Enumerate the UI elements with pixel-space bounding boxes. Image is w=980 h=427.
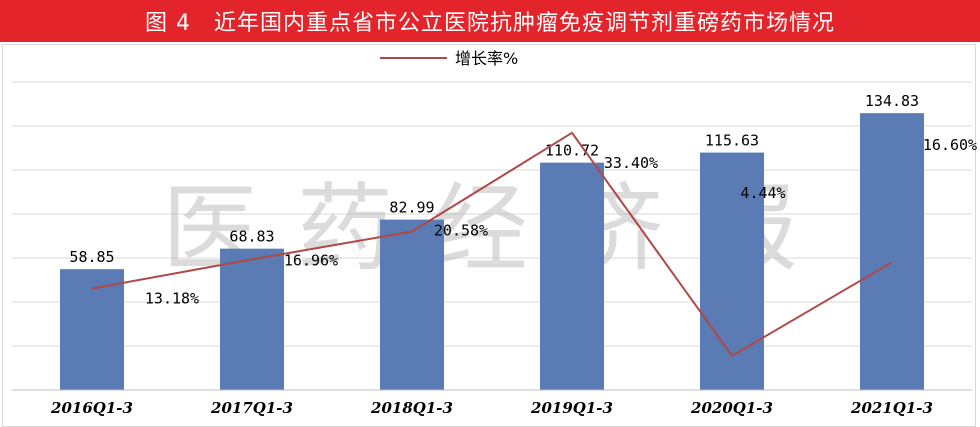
chart-title: 图 4 近年国内重点省市公立医院抗肿瘤免疫调节剂重磅药市场情况 <box>145 11 835 36</box>
bar-2018Q1-3 <box>380 219 444 390</box>
bar-value-label: 110.72 <box>545 142 599 160</box>
x-tick-label: 2021Q1-3 <box>850 399 933 417</box>
growth-value-label: 20.58% <box>434 222 488 240</box>
watermark-char: 药 <box>297 173 393 285</box>
growth-value-label: 16.60% <box>923 136 977 154</box>
growth-value-label: 33.40% <box>604 154 658 172</box>
growth-point-2017Q1-3 <box>251 258 253 260</box>
growth-point-2020Q1-3 <box>731 355 733 357</box>
bar-2019Q1-3 <box>540 162 604 390</box>
growth-value-label: 4.44% <box>740 184 785 202</box>
bar-value-label: 82.99 <box>389 199 434 217</box>
chart-panel <box>2 44 976 427</box>
bar-2021Q1-3 <box>860 113 924 391</box>
growth-value-label: 13.18% <box>145 290 199 308</box>
growth-point-2019Q1-3 <box>571 132 573 134</box>
bar-value-label: 58.85 <box>69 248 114 266</box>
growth-point-2021Q1-3 <box>891 261 893 263</box>
x-tick-label: 2020Q1-3 <box>690 399 773 417</box>
x-tick-label: 2019Q1-3 <box>530 399 613 417</box>
growth-point-2018Q1-3 <box>411 231 413 233</box>
growth-value-label: 16.96% <box>284 251 338 269</box>
x-tick-label: 2018Q1-3 <box>370 399 453 417</box>
bar-2016Q1-3 <box>60 269 124 390</box>
x-tick-label: 2016Q1-3 <box>50 399 133 417</box>
legend-label: 增长率% <box>455 49 518 68</box>
bar-value-label: 68.83 <box>229 228 274 246</box>
bar-value-label: 115.63 <box>705 132 759 150</box>
growth-rate-line <box>91 131 893 358</box>
bar-2020Q1-3 <box>700 152 764 390</box>
x-tick-label: 2017Q1-3 <box>210 399 293 417</box>
title-bar: 图 4 近年国内重点省市公立医院抗肿瘤免疫调节剂重磅药市场情况 <box>0 0 980 42</box>
bar-value-label: 134.83 <box>865 92 919 110</box>
watermark-char: 经 <box>432 173 528 285</box>
bar-2017Q1-3 <box>220 248 284 390</box>
growth-point-2016Q1-3 <box>91 288 93 290</box>
